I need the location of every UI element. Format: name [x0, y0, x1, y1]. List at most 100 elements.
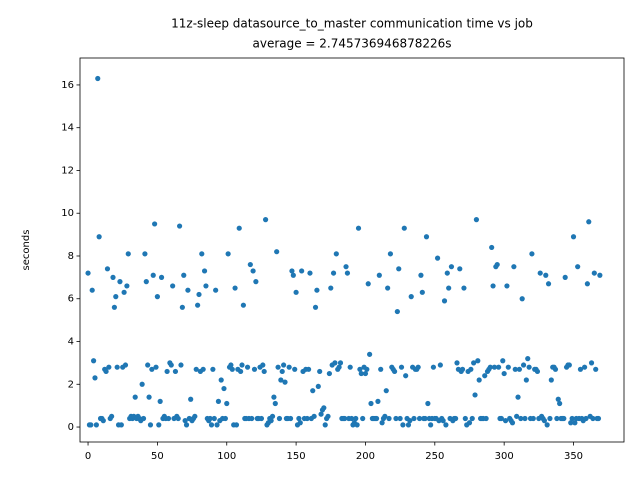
x-tick-label: 250	[425, 451, 444, 462]
point	[448, 264, 455, 270]
point	[244, 364, 251, 370]
point	[595, 415, 602, 422]
point	[304, 415, 310, 422]
point	[172, 368, 179, 375]
point	[132, 394, 138, 400]
point	[411, 415, 417, 422]
point	[170, 283, 176, 289]
point	[561, 415, 567, 422]
plot-frame	[79, 57, 625, 443]
point	[403, 373, 409, 379]
point	[344, 270, 351, 276]
point	[145, 362, 151, 368]
point	[208, 422, 215, 428]
point	[214, 422, 220, 428]
point	[281, 362, 287, 368]
point	[375, 398, 381, 404]
point	[425, 400, 431, 407]
point	[453, 415, 459, 422]
point	[195, 302, 201, 308]
point	[92, 375, 98, 381]
point	[572, 420, 578, 426]
y-tick-label: 12	[61, 165, 74, 176]
point	[520, 362, 527, 368]
point	[318, 411, 324, 417]
y-tick-label: 10	[61, 208, 74, 219]
point	[114, 364, 120, 370]
point	[233, 422, 240, 428]
point	[583, 415, 589, 422]
point	[139, 381, 145, 387]
point	[279, 368, 285, 375]
point	[358, 370, 364, 377]
point	[337, 360, 344, 366]
x-tick-label: 300	[495, 451, 514, 462]
point	[95, 75, 101, 82]
point	[518, 415, 524, 422]
point	[416, 415, 423, 422]
point	[176, 223, 183, 229]
point	[523, 377, 529, 383]
point	[258, 415, 265, 422]
point	[89, 287, 95, 293]
point	[568, 420, 574, 426]
point	[475, 358, 481, 364]
point	[207, 415, 213, 422]
point	[124, 283, 130, 289]
point	[548, 377, 554, 383]
point	[164, 368, 170, 375]
point	[109, 413, 115, 419]
point	[557, 400, 563, 407]
point	[383, 388, 389, 394]
point	[315, 383, 321, 390]
point	[299, 268, 305, 274]
point	[96, 234, 102, 240]
point	[401, 225, 407, 231]
point	[544, 422, 550, 428]
point	[490, 283, 496, 289]
point	[385, 285, 391, 291]
y-tick-label: 6	[68, 294, 74, 305]
point	[400, 422, 406, 428]
point	[466, 420, 473, 426]
point	[529, 251, 535, 257]
point	[457, 266, 463, 272]
point	[440, 418, 446, 424]
point	[286, 364, 292, 370]
point	[193, 366, 199, 372]
point	[473, 217, 480, 223]
point	[446, 285, 452, 291]
x-tick-label: 100	[217, 451, 236, 462]
point	[396, 266, 402, 272]
point	[203, 283, 209, 289]
point	[175, 415, 181, 422]
point	[422, 415, 428, 422]
point	[472, 392, 478, 398]
point	[476, 377, 482, 383]
point	[229, 366, 235, 372]
point	[357, 366, 363, 372]
point	[541, 418, 547, 424]
point	[111, 304, 117, 310]
point	[355, 225, 362, 231]
point	[525, 356, 531, 362]
x-tick-label: 50	[151, 451, 164, 462]
point	[441, 298, 448, 304]
x-tick-label: 150	[287, 451, 306, 462]
point	[419, 289, 425, 295]
point	[221, 385, 227, 392]
point	[178, 362, 184, 368]
point	[156, 422, 162, 428]
point	[275, 364, 281, 370]
point	[491, 364, 498, 370]
point	[418, 272, 424, 278]
point	[398, 364, 405, 370]
point	[444, 270, 450, 276]
point	[247, 261, 253, 268]
point	[368, 400, 374, 407]
point	[125, 251, 131, 257]
point	[354, 422, 360, 428]
point	[287, 415, 294, 422]
point	[182, 418, 188, 424]
point	[293, 289, 299, 295]
